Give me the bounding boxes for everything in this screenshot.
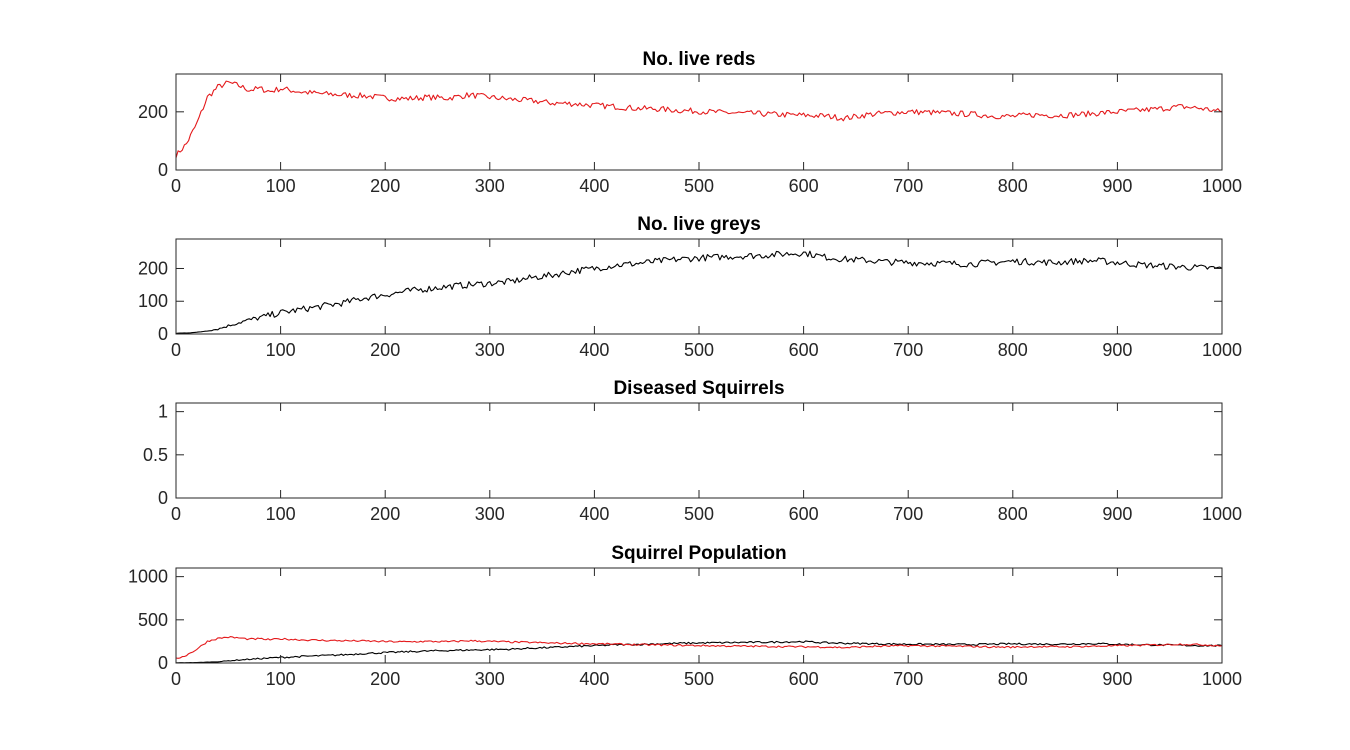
x-tick-label: 500 <box>684 176 714 196</box>
axes-box <box>175 238 1223 335</box>
x-tick-label: 300 <box>475 340 505 360</box>
x-tick-label: 100 <box>266 340 296 360</box>
x-tick-label: 900 <box>1102 176 1132 196</box>
x-tick-label: 400 <box>579 669 609 689</box>
subplot-3: Diseased Squirrels 0 100 200 300 400 500 600 700… <box>143 378 1242 524</box>
x-tick-label: 200 <box>370 669 400 689</box>
subplot-1: No. live reds 0 100 200 300 400 500 600 700 800 90… <box>138 49 1242 196</box>
x-tick-label: 200 <box>370 340 400 360</box>
x-tick-label: 300 <box>475 669 505 689</box>
subplot-2: No. live greys 0 100 200 300 400 500 600 700 800 9… <box>138 214 1242 360</box>
x-tick-label: 600 <box>789 669 819 689</box>
y-tick-label: 1000 <box>128 567 168 587</box>
y-tick-label: 0.5 <box>143 445 168 465</box>
x-tick-label: 900 <box>1102 340 1132 360</box>
x-tick-label: 300 <box>475 176 505 196</box>
x-tick-label: 0 <box>171 340 181 360</box>
y-tick-label: 0 <box>158 488 168 508</box>
x-tick-label: 1000 <box>1202 176 1242 196</box>
x-tick-label: 600 <box>789 504 819 524</box>
y-tick-label: 0 <box>158 160 168 180</box>
subplot-title: No. live reds <box>643 49 756 70</box>
x-tick-label: 500 <box>684 340 714 360</box>
x-tick-label: 800 <box>998 176 1028 196</box>
x-tick-label: 400 <box>579 176 609 196</box>
x-tick-label: 600 <box>789 176 819 196</box>
x-tick-label: 800 <box>998 504 1028 524</box>
x-tick-label: 400 <box>579 340 609 360</box>
y-tick-label: 200 <box>138 258 168 278</box>
x-tick-label: 100 <box>266 669 296 689</box>
x-tick-label: 300 <box>475 504 505 524</box>
x-tick-label: 900 <box>1102 669 1132 689</box>
x-tick-label: 400 <box>579 504 609 524</box>
subplot-title: Squirrel Population <box>611 543 786 564</box>
series-line-1 <box>176 640 1223 664</box>
x-tick-label: 800 <box>998 340 1028 360</box>
axes-box <box>175 73 1223 171</box>
axes-box <box>175 567 1223 664</box>
x-tick-label: 1000 <box>1202 340 1242 360</box>
x-tick-label: 700 <box>893 669 923 689</box>
x-tick-label: 700 <box>893 340 923 360</box>
y-tick-label: 200 <box>138 102 168 122</box>
x-tick-label: 1000 <box>1202 504 1242 524</box>
y-tick-label: 0 <box>158 653 168 673</box>
x-tick-label: 0 <box>171 669 181 689</box>
y-tick-label: 500 <box>138 610 168 630</box>
x-tick-label: 800 <box>998 669 1028 689</box>
series-line-2 <box>175 636 1223 659</box>
x-tick-label: 100 <box>266 504 296 524</box>
series-line-1 <box>175 80 1223 159</box>
x-tick-label: 500 <box>684 504 714 524</box>
subplot-title: No. live greys <box>637 214 761 235</box>
series-line-1 <box>175 250 1223 334</box>
y-tick-label: 100 <box>138 291 168 311</box>
x-tick-label: 900 <box>1102 504 1132 524</box>
subplot-title: Diseased Squirrels <box>613 378 784 399</box>
x-tick-label: 0 <box>171 176 181 196</box>
x-tick-label: 500 <box>684 669 714 689</box>
subplot-4: Squirrel Population 0 100 200 300 400 500 600 70… <box>128 543 1242 689</box>
axes-box <box>175 402 1223 499</box>
x-tick-label: 200 <box>370 504 400 524</box>
x-tick-label: 700 <box>893 504 923 524</box>
x-tick-label: 0 <box>171 504 181 524</box>
y-tick-label: 1 <box>158 402 168 422</box>
x-tick-label: 100 <box>266 176 296 196</box>
x-tick-label: 700 <box>893 176 923 196</box>
x-tick-label: 1000 <box>1202 669 1242 689</box>
x-tick-label: 600 <box>789 340 819 360</box>
y-tick-label: 0 <box>158 324 168 344</box>
x-tick-label: 200 <box>370 176 400 196</box>
